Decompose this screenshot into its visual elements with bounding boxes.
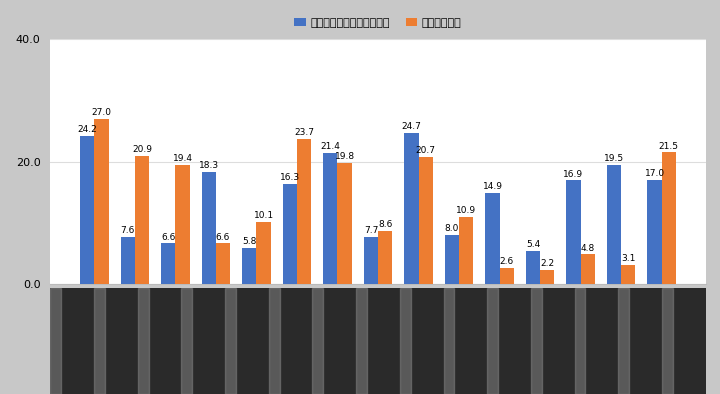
Bar <box>283 184 297 284</box>
Bar <box>256 222 271 284</box>
Text: 8.6: 8.6 <box>378 220 392 229</box>
Bar <box>202 172 216 284</box>
Text: 5.4: 5.4 <box>526 240 540 249</box>
Bar <box>662 288 673 394</box>
Bar <box>400 288 411 394</box>
Text: 14.9: 14.9 <box>482 182 503 191</box>
Text: 24.2: 24.2 <box>77 125 97 134</box>
Text: 8.0: 8.0 <box>445 224 459 233</box>
Text: 16.3: 16.3 <box>280 173 300 182</box>
Text: 10.1: 10.1 <box>253 211 274 220</box>
Text: 7.6: 7.6 <box>121 227 135 236</box>
Bar <box>269 288 280 394</box>
Text: 27.0: 27.0 <box>91 108 112 117</box>
Text: 21.4: 21.4 <box>320 142 341 151</box>
Legend: 積極的にお金を使っている, 節約している: 積極的にお金を使っている, 節約している <box>290 13 466 32</box>
Bar <box>445 235 459 284</box>
Bar <box>161 243 176 284</box>
Bar <box>540 270 554 284</box>
Bar <box>575 288 585 394</box>
Text: 10.9: 10.9 <box>456 206 476 215</box>
Bar <box>405 133 418 284</box>
Bar <box>121 237 135 284</box>
Bar <box>567 180 580 284</box>
Bar <box>176 165 189 284</box>
Bar <box>621 265 635 284</box>
Text: 2.2: 2.2 <box>540 259 554 268</box>
Bar <box>580 255 595 284</box>
Text: 7.7: 7.7 <box>364 226 378 235</box>
Text: 16.9: 16.9 <box>564 170 584 178</box>
Text: 20.9: 20.9 <box>132 145 152 154</box>
Bar <box>323 153 338 284</box>
Text: 20.7: 20.7 <box>415 147 436 156</box>
Bar <box>181 288 192 394</box>
Bar <box>607 165 621 284</box>
Text: 17.0: 17.0 <box>644 169 665 178</box>
Bar <box>526 251 540 284</box>
Text: 2.6: 2.6 <box>500 257 514 266</box>
Bar <box>242 248 256 284</box>
Text: 3.1: 3.1 <box>621 254 635 263</box>
Bar <box>531 288 542 394</box>
Bar <box>378 231 392 284</box>
Text: 21.5: 21.5 <box>659 141 679 151</box>
Bar <box>338 163 351 284</box>
Text: 5.8: 5.8 <box>242 238 256 246</box>
Bar <box>94 288 105 394</box>
Bar <box>500 268 514 284</box>
Bar <box>356 288 367 394</box>
Bar <box>312 288 323 394</box>
Bar <box>662 152 676 284</box>
Text: 19.4: 19.4 <box>173 154 192 164</box>
Text: 6.6: 6.6 <box>216 232 230 242</box>
Bar <box>485 193 500 284</box>
Bar <box>364 237 378 284</box>
Bar <box>487 288 498 394</box>
Bar <box>80 136 94 284</box>
Bar <box>50 288 61 394</box>
Bar <box>647 180 662 284</box>
Text: 23.7: 23.7 <box>294 128 314 137</box>
Text: 19.5: 19.5 <box>604 154 624 163</box>
Text: 6.6: 6.6 <box>161 232 176 242</box>
Bar <box>135 156 149 284</box>
Bar <box>418 157 433 284</box>
Text: 19.8: 19.8 <box>335 152 355 161</box>
Text: 24.7: 24.7 <box>402 122 421 131</box>
Text: 4.8: 4.8 <box>580 243 595 253</box>
Bar <box>618 288 629 394</box>
Bar <box>138 288 148 394</box>
Bar <box>94 119 109 284</box>
Bar <box>216 243 230 284</box>
Bar <box>459 217 473 284</box>
Bar <box>225 288 236 394</box>
Bar <box>297 139 311 284</box>
Bar <box>444 288 454 394</box>
Text: 18.3: 18.3 <box>199 161 219 170</box>
